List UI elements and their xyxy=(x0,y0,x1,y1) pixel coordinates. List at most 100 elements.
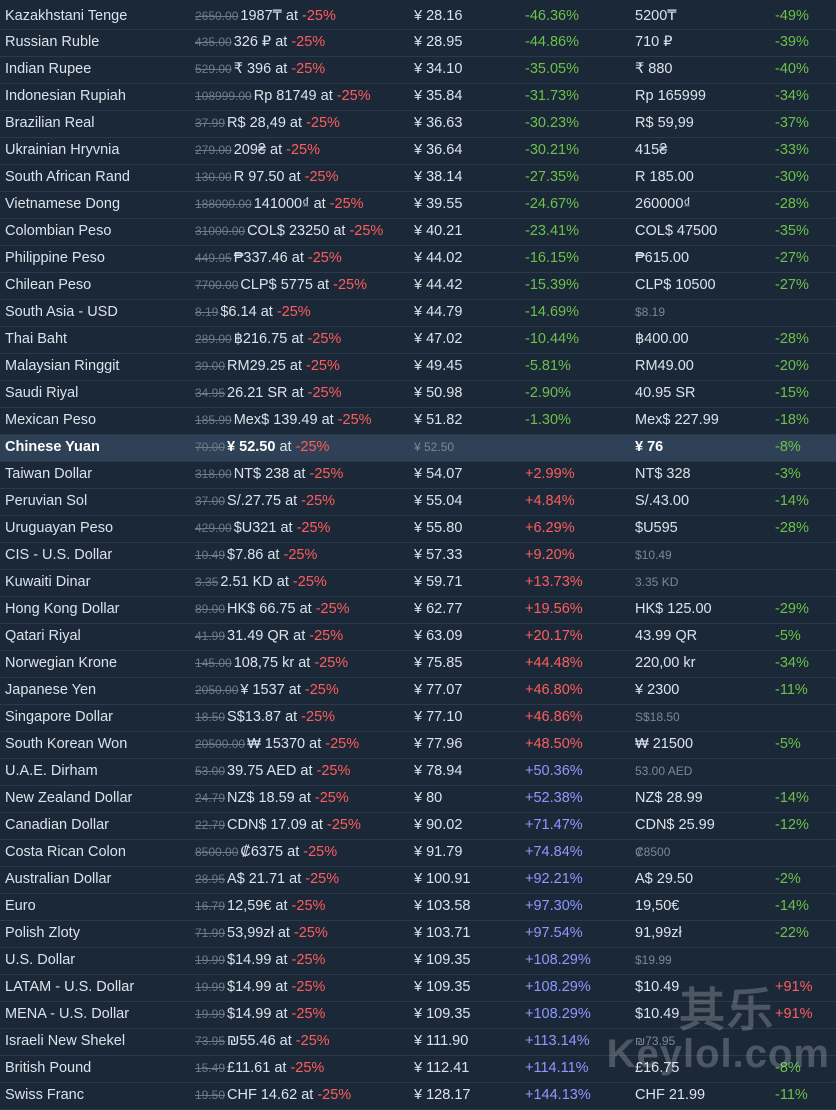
price-difference: -10.44% xyxy=(525,331,580,347)
new-price: $6.14 xyxy=(220,304,257,320)
region-name: Saudi Riyal xyxy=(5,385,79,401)
discount-badge: -25% xyxy=(309,628,344,644)
converted-price: ¥ 44.02 xyxy=(414,250,463,266)
price-difference: +48.50% xyxy=(525,736,583,752)
converted-price: ¥ 63.09 xyxy=(414,628,463,644)
original-price: 108999.00 xyxy=(195,89,252,103)
sale-price-cell: 71.99 53,99zł at -25% xyxy=(195,921,328,946)
converted-price: ¥ 59.71 xyxy=(414,574,463,590)
converted-price: ¥ 91.79 xyxy=(414,844,463,860)
original-price: 188000.00 xyxy=(195,197,252,211)
lowest-discount: -20% xyxy=(775,358,809,374)
table-row: Israeli New Shekel 73.95 ₪55.46 at -25% ¥ 1… xyxy=(0,1029,836,1056)
region-name: Israeli New Shekel xyxy=(5,1033,126,1049)
converted-price: ¥ 50.98 xyxy=(414,385,463,401)
new-price: £11.61 xyxy=(227,1060,271,1076)
sale-price-cell: 188000.00 141000₫ at -25% xyxy=(195,192,364,217)
at-label: at xyxy=(291,250,304,266)
at-label: at xyxy=(288,682,301,698)
lowest-discount: -11% xyxy=(775,682,808,698)
lowest-discount: -5% xyxy=(775,628,801,644)
at-label: at xyxy=(275,34,288,50)
at-label: at xyxy=(289,358,302,374)
converted-price: ¥ 28.16 xyxy=(414,8,463,24)
converted-price: ¥ 103.58 xyxy=(414,898,471,914)
price-difference: +108.29% xyxy=(525,979,591,995)
at-label: at xyxy=(275,1006,288,1022)
lowest-discount: -27% xyxy=(775,250,809,266)
discount-badge: -25% xyxy=(292,574,327,590)
lowest-discount: +91% xyxy=(775,1006,813,1022)
at-label: at xyxy=(333,223,346,239)
sale-price-cell: 145.00 108,75 kr at -25% xyxy=(195,651,348,676)
table-row: Costa Rican Colon 8500.00 ₡6375 at -25% ¥ 9… xyxy=(0,840,836,867)
at-label: at xyxy=(274,1060,287,1076)
lowest-discount: -14% xyxy=(775,493,809,509)
original-price: 71.99 xyxy=(195,926,226,940)
discount-badge: -25% xyxy=(329,196,364,212)
price-difference: -15.39% xyxy=(525,277,580,293)
discount-badge: -25% xyxy=(306,358,340,374)
price-difference: +9.20% xyxy=(525,547,575,563)
new-price: R$ 28,49 xyxy=(227,115,286,131)
price-difference: -31.73% xyxy=(525,88,580,104)
discount-badge: -25% xyxy=(291,952,326,968)
discount-badge: -25% xyxy=(301,493,336,509)
lowest-price: $10.49 xyxy=(635,979,680,995)
converted-price: ¥ 49.45 xyxy=(414,358,463,374)
sale-price-cell: 31000.00 COL$ 23250 at -25% xyxy=(195,219,383,244)
table-row: Canadian Dollar 22.79 CDN$ 17.09 at -25% ¥ … xyxy=(0,813,836,840)
at-label: at xyxy=(289,115,303,131)
table-row: Russian Ruble 435.00 326 ₽ at -25% ¥ 28.95 -… xyxy=(0,30,836,57)
region-name: Japanese Yen xyxy=(5,682,97,698)
region-name: Mexican Peso xyxy=(5,412,97,428)
new-price: 12,59€ xyxy=(227,898,272,914)
table-row: South African Rand 130.00 R 97.50 at -25% ¥… xyxy=(0,165,836,192)
converted-price: ¥ 44.42 xyxy=(414,277,463,293)
table-row: Indonesian Rupiah 108999.00 Rp 81749 at -2… xyxy=(0,84,836,111)
table-row: Mexican Peso 185.99 Mex$ 139.49 at -25% ¥ 5… xyxy=(0,408,836,435)
sale-price-cell: 449.95 ₱337.46 at -25% xyxy=(195,246,342,271)
at-label: at xyxy=(300,763,313,779)
discount-badge: -25% xyxy=(314,790,349,806)
lowest-discount: -2% xyxy=(775,871,801,887)
price-difference: -16.15% xyxy=(525,250,580,266)
original-price: 10.49 xyxy=(195,548,226,562)
lowest-discount: -27% xyxy=(775,277,809,293)
sale-price-cell: 429.00 $U321 at -25% xyxy=(195,516,330,541)
region-name: British Pound xyxy=(5,1060,92,1076)
discount-badge: -25% xyxy=(306,115,340,131)
table-row: Colombian Peso 31000.00 COL$ 23250 at -25%… xyxy=(0,219,836,246)
lowest-price: $10.49 xyxy=(635,1006,680,1022)
sale-price-cell: 19.50 CHF 14.62 at -25% xyxy=(195,1083,351,1108)
lowest-discount: -34% xyxy=(775,88,809,104)
original-price: 41.99 xyxy=(195,629,226,643)
original-price: 2650.00 xyxy=(195,9,239,23)
price-difference: -30.23% xyxy=(525,115,580,131)
region-name: Colombian Peso xyxy=(5,223,112,239)
price-difference: +20.17% xyxy=(525,628,583,644)
sale-price-cell: 289.00 ฿216.75 at -25% xyxy=(195,327,341,352)
discount-badge: -25% xyxy=(337,412,372,428)
new-price: ₪55.46 xyxy=(227,1033,276,1049)
original-price: 34.95 xyxy=(195,386,226,400)
new-price: $U321 xyxy=(233,520,277,536)
converted-price: ¥ 36.63 xyxy=(414,115,463,131)
converted-price: ¥ 54.07 xyxy=(414,466,463,482)
lowest-price: 40.95 SR xyxy=(635,385,696,401)
sale-price-cell: 10.49 $7.86 at -25% xyxy=(195,543,317,568)
region-name: Brazilian Real xyxy=(5,115,95,131)
at-label: at xyxy=(279,1033,292,1049)
lowest-price: R$ 59,99 xyxy=(635,115,694,131)
region-name: Indonesian Rupiah xyxy=(5,88,126,104)
discount-badge: -25% xyxy=(296,520,331,536)
table-row: Qatari Riyal 41.99 31.49 QR at -25% ¥ 63.09… xyxy=(0,624,836,651)
region-name: LATAM - U.S. Dollar xyxy=(5,979,135,995)
discount-badge: -25% xyxy=(309,466,344,482)
new-price: ¥ 52.50 xyxy=(227,439,276,455)
original-price: 429.00 xyxy=(195,521,232,535)
original-price: 15.49 xyxy=(195,1061,226,1075)
table-row: Thai Baht 289.00 ฿216.75 at -25% ¥ 47.02 -10… xyxy=(0,327,836,354)
discount-badge: -25% xyxy=(349,223,384,239)
new-price: S/.27.75 xyxy=(227,493,282,509)
